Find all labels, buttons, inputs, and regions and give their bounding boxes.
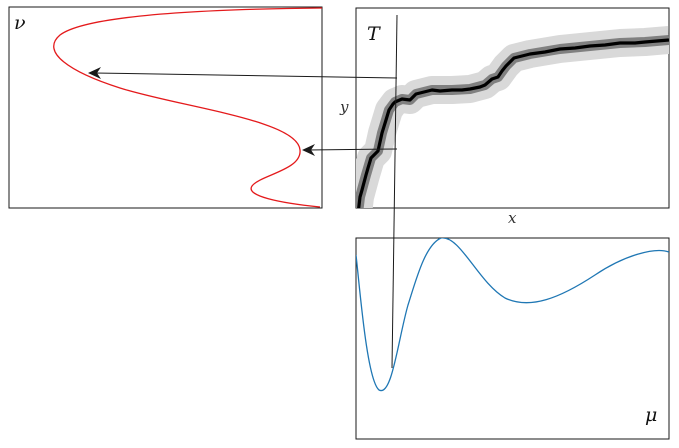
y-axis-label: 𝑦 (339, 98, 349, 116)
mu-panel-frame (355, 237, 670, 440)
transport-map-plot (356, 26, 669, 208)
mu-label: μ (645, 404, 657, 426)
arrowhead-icon (88, 67, 101, 79)
mu-density-curve (356, 238, 669, 392)
vertical-projection-line (391, 14, 398, 369)
lower-projection-arrow (307, 148, 398, 151)
x-axis-label: 𝑥 (508, 209, 517, 227)
transport-map-curve (357, 38, 669, 208)
nu-label: ν (14, 12, 26, 34)
nu-density-curve (53, 7, 322, 208)
arrowhead-icon (302, 144, 315, 156)
transport-map-label: T (367, 23, 381, 45)
upper-projection-arrow (93, 72, 398, 79)
nu-panel-frame (8, 6, 323, 209)
